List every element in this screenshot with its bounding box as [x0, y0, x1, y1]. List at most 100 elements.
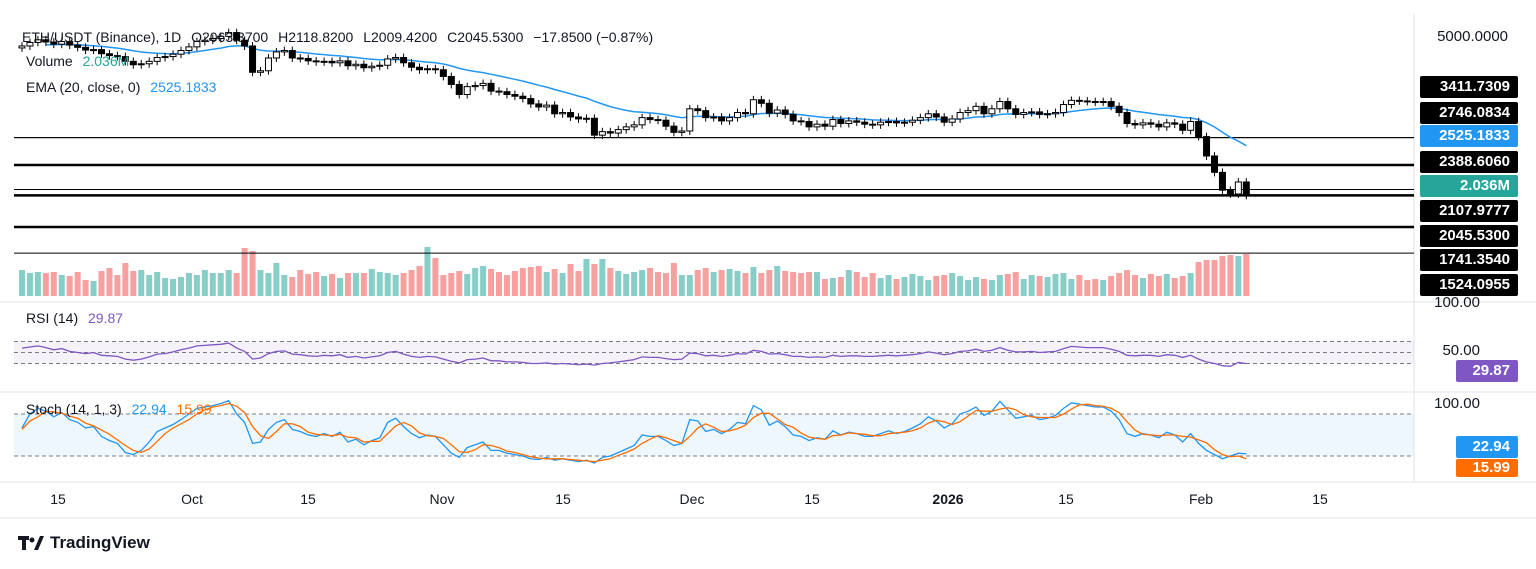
price-badge: 2525.1833	[1420, 125, 1518, 147]
volume-bar	[488, 269, 495, 296]
candle-body	[710, 116, 718, 119]
volume-bar	[726, 269, 733, 296]
candle-body	[781, 109, 789, 115]
stoch-d-badge: 15.99	[1456, 459, 1518, 477]
candle-body	[26, 41, 34, 47]
volume-bar	[360, 273, 367, 296]
open-value: O2063.3700	[191, 29, 269, 45]
volume-bar	[933, 276, 940, 296]
rsi-legend[interactable]: RSI (14) 29.87	[26, 309, 129, 327]
candle-body	[455, 83, 463, 96]
stoch-d-value: 15.99	[176, 401, 212, 417]
candle-body	[567, 112, 575, 118]
volume-bar	[472, 268, 479, 296]
volume-bar	[90, 281, 97, 296]
price-badge: 1524.0955	[1420, 274, 1518, 296]
x-tick-label: Nov	[429, 491, 455, 507]
candle-body	[344, 60, 352, 67]
low-value: L2009.4200	[363, 29, 438, 45]
volume-bars	[19, 247, 1250, 296]
candle-body	[1155, 123, 1163, 128]
rsi-label: RSI (14)	[26, 310, 79, 326]
stoch-legend[interactable]: Stoch (14, 1, 3) 22.94 15.99	[26, 400, 218, 418]
x-tick-label: 15	[555, 491, 571, 507]
candle-body	[1187, 121, 1195, 131]
volume-bar	[1203, 260, 1210, 296]
volume-bar	[217, 273, 224, 296]
volume-bar	[257, 270, 264, 296]
volume-bar	[1139, 278, 1146, 296]
volume-bar	[877, 278, 884, 296]
candle-body	[869, 123, 877, 126]
volume-bar	[814, 272, 820, 296]
candle-body	[916, 117, 924, 121]
candle-body	[408, 62, 416, 68]
price-badge: 2107.9777	[1420, 200, 1518, 222]
volume-bar	[853, 272, 860, 296]
volume-bar	[607, 268, 614, 296]
volume-bar	[416, 266, 423, 296]
ema-legend[interactable]: EMA (20, close, 0) 2525.1833	[26, 78, 222, 96]
volume-bar	[821, 279, 828, 296]
candle-body	[217, 35, 225, 40]
volume-bar	[1227, 255, 1234, 296]
candle-body	[50, 41, 58, 45]
candle-body	[185, 46, 193, 52]
volume-bar	[408, 270, 415, 296]
candle-body	[662, 119, 670, 127]
volume-bar	[519, 268, 526, 296]
candle-body	[1203, 136, 1211, 157]
volume-bar	[344, 273, 351, 296]
candle-body	[1163, 122, 1171, 128]
candle-body	[1195, 121, 1203, 138]
volume-bar	[1004, 274, 1011, 296]
volume-bar	[1044, 277, 1051, 296]
candle-body	[264, 57, 272, 72]
candle-body	[18, 45, 26, 49]
candle-body	[853, 120, 861, 123]
volume-bar	[42, 273, 49, 296]
candle-body	[559, 112, 567, 115]
candle-body	[423, 68, 431, 71]
volume-bar	[392, 275, 399, 296]
candle-body	[996, 101, 1004, 110]
volume-bar	[98, 271, 105, 296]
candle-body	[726, 117, 734, 122]
candle-body	[280, 50, 288, 53]
volume-bar	[1076, 275, 1083, 296]
volume-bar	[376, 272, 383, 296]
volume-bar	[798, 273, 805, 296]
volume-bar	[424, 247, 431, 296]
volume-bar	[615, 271, 622, 296]
candle-body	[233, 32, 241, 41]
candle-body	[201, 39, 209, 43]
candle-body	[58, 41, 66, 45]
candle-body	[1107, 101, 1115, 107]
candle-body	[225, 32, 233, 37]
candle-body	[964, 110, 972, 114]
volume-bar	[774, 266, 781, 296]
symbol-label: ETH/USDT (Binance), 1D	[22, 29, 182, 45]
volume-bar	[806, 272, 813, 296]
candle-body	[622, 126, 630, 131]
candle-body	[320, 60, 328, 63]
candle-body	[90, 49, 98, 52]
volume-bar	[368, 269, 375, 296]
candle-body	[694, 108, 702, 112]
candle-body	[980, 105, 988, 115]
candle-body	[495, 90, 503, 93]
x-tick-label: 15	[1058, 491, 1074, 507]
volume-bar	[1108, 276, 1115, 296]
candle-body	[988, 108, 996, 115]
candle-body	[153, 57, 161, 62]
volume-legend[interactable]: Volume 2.036M	[26, 52, 135, 70]
candle-body	[1171, 122, 1179, 125]
tradingview-logo[interactable]: TradingView	[18, 533, 150, 553]
candle-body	[924, 113, 932, 119]
volume-bar	[599, 259, 606, 296]
volume-bar	[19, 270, 25, 296]
candle-body	[646, 117, 654, 121]
candle-body	[121, 56, 129, 62]
stoch-k-value: 22.94	[131, 401, 167, 417]
